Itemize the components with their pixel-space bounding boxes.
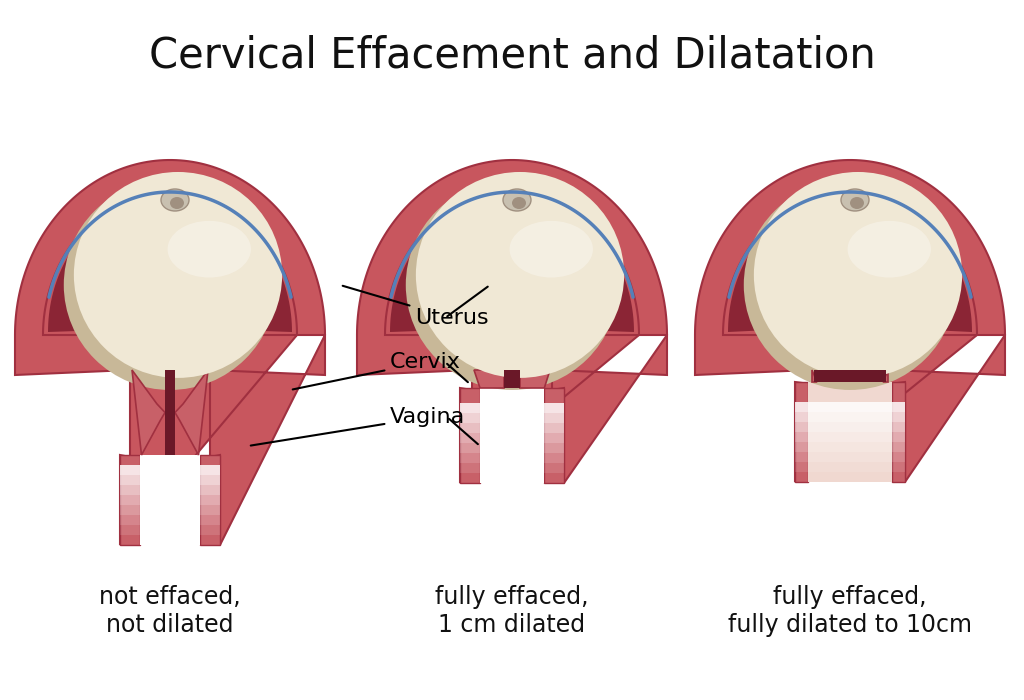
- Polygon shape: [390, 194, 634, 368]
- Ellipse shape: [743, 180, 956, 390]
- Polygon shape: [460, 403, 564, 413]
- Polygon shape: [795, 382, 808, 482]
- Polygon shape: [795, 432, 905, 442]
- Polygon shape: [120, 495, 220, 505]
- Polygon shape: [120, 455, 140, 545]
- Ellipse shape: [754, 172, 963, 378]
- Polygon shape: [795, 452, 905, 462]
- Polygon shape: [140, 455, 200, 545]
- Polygon shape: [120, 475, 220, 485]
- Polygon shape: [120, 505, 220, 515]
- Ellipse shape: [406, 180, 618, 390]
- Polygon shape: [795, 422, 905, 432]
- Polygon shape: [883, 370, 888, 382]
- Ellipse shape: [503, 189, 531, 211]
- Text: fully effaced,
1 cm dilated: fully effaced, 1 cm dilated: [435, 585, 589, 637]
- Polygon shape: [175, 370, 208, 455]
- Ellipse shape: [416, 172, 625, 378]
- Polygon shape: [795, 442, 905, 452]
- Text: Vagina: Vagina: [251, 407, 465, 446]
- Text: Cervix: Cervix: [293, 352, 461, 389]
- Text: fully effaced,
fully dilated to 10cm: fully effaced, fully dilated to 10cm: [728, 585, 972, 637]
- Polygon shape: [48, 194, 292, 368]
- Polygon shape: [120, 485, 220, 495]
- Polygon shape: [695, 160, 1005, 482]
- Polygon shape: [814, 370, 886, 382]
- Polygon shape: [357, 160, 667, 483]
- Polygon shape: [520, 370, 550, 388]
- Ellipse shape: [170, 197, 184, 209]
- Text: Uterus: Uterus: [343, 286, 488, 328]
- Polygon shape: [474, 370, 504, 388]
- Polygon shape: [120, 525, 220, 535]
- Ellipse shape: [510, 221, 593, 277]
- Polygon shape: [544, 388, 564, 483]
- Text: not effaced,
not dilated: not effaced, not dilated: [99, 585, 241, 637]
- Ellipse shape: [161, 189, 189, 211]
- Polygon shape: [504, 370, 520, 388]
- Ellipse shape: [848, 221, 931, 277]
- Text: Cervical Effacement and Dilatation: Cervical Effacement and Dilatation: [148, 35, 876, 77]
- Polygon shape: [728, 194, 972, 368]
- Polygon shape: [460, 443, 564, 453]
- Ellipse shape: [841, 189, 869, 211]
- Polygon shape: [120, 515, 220, 525]
- Ellipse shape: [850, 197, 864, 209]
- Ellipse shape: [512, 197, 526, 209]
- Polygon shape: [460, 433, 564, 443]
- Polygon shape: [808, 382, 892, 482]
- Polygon shape: [15, 160, 325, 545]
- Polygon shape: [795, 402, 905, 412]
- Polygon shape: [460, 413, 564, 423]
- Polygon shape: [892, 382, 905, 482]
- Polygon shape: [200, 455, 220, 545]
- Ellipse shape: [63, 180, 276, 390]
- Polygon shape: [460, 423, 564, 433]
- Polygon shape: [795, 412, 905, 422]
- Polygon shape: [480, 388, 544, 483]
- Ellipse shape: [74, 172, 283, 378]
- Polygon shape: [795, 462, 905, 472]
- Polygon shape: [460, 463, 564, 473]
- Polygon shape: [165, 370, 175, 455]
- Polygon shape: [132, 370, 165, 455]
- Polygon shape: [460, 388, 480, 483]
- Polygon shape: [120, 465, 220, 475]
- Polygon shape: [460, 453, 564, 463]
- Polygon shape: [812, 370, 817, 382]
- Ellipse shape: [168, 221, 251, 277]
